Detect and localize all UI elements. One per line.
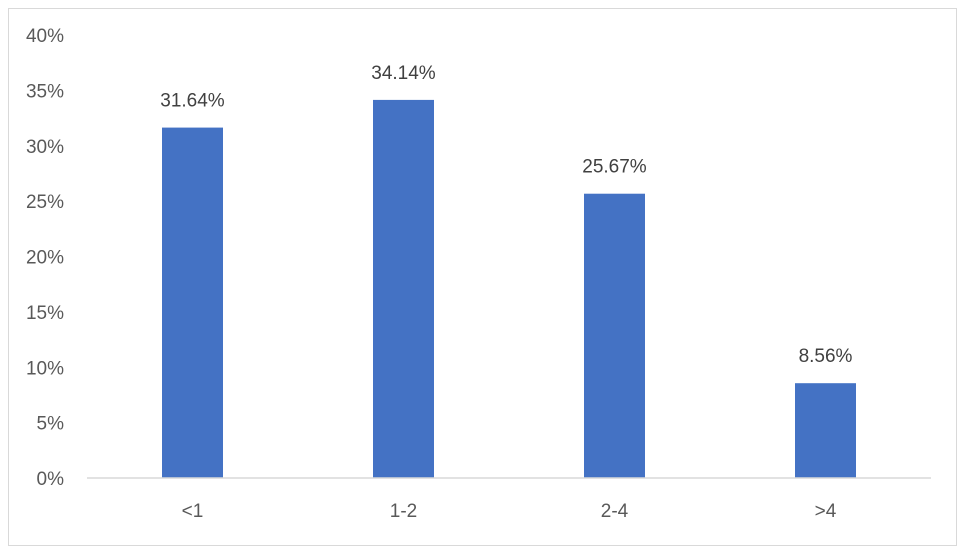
bar-0 [162,127,223,478]
y-tick-label: 5% [37,414,65,435]
bars [162,99,856,478]
y-axis-ticks: 0% 5% 10% 15% 20% 25% 30% 35% 40% [26,26,64,490]
y-tick-label: 0% [37,469,65,490]
data-labels: 31.64% 34.14% 25.67% 8.56% [160,63,852,367]
y-tick-label: 35% [26,81,64,102]
bar-2 [584,193,645,478]
bar-1 [373,99,434,478]
bar-3 [795,383,856,478]
x-category-label-2: 2-4 [601,501,629,522]
y-tick-label: 20% [26,248,64,269]
x-category-label-0: <1 [182,501,204,522]
y-tick-label: 40% [26,26,64,47]
y-tick-label: 15% [26,303,64,324]
x-axis-category-labels: <1 1-2 2-4 >4 [182,501,837,522]
y-tick-label: 25% [26,192,64,213]
data-label-2: 25.67% [582,157,647,178]
data-label-3: 8.56% [799,346,853,367]
data-label-0: 31.64% [160,91,225,112]
data-label-1: 34.14% [371,63,436,84]
y-tick-label: 10% [26,358,64,379]
x-category-label-3: >4 [815,501,837,522]
x-category-label-1: 1-2 [390,501,417,522]
y-tick-label: 30% [26,137,64,158]
